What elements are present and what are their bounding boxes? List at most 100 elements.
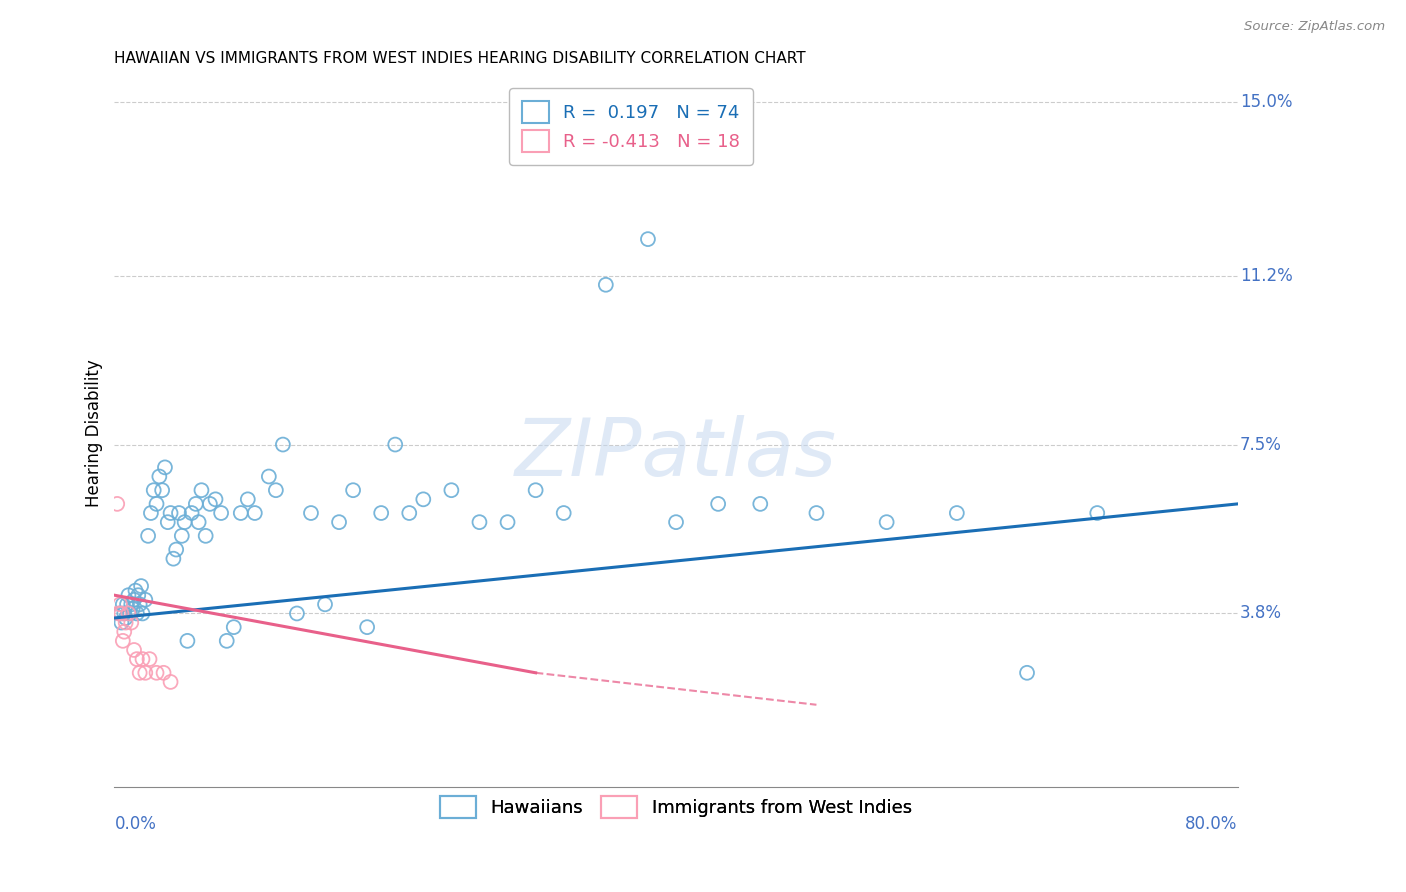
Point [142, 483, 165, 498]
Point [285, 607, 308, 621]
Point [108, 607, 131, 621]
Point [1015, 665, 1038, 680]
Point [1085, 506, 1108, 520]
Point [257, 469, 280, 483]
Point [194, 529, 217, 543]
Point [118, 607, 141, 621]
Point [128, 597, 150, 611]
Point [243, 506, 266, 520]
Point [111, 597, 134, 611]
Point [112, 624, 135, 639]
Point [110, 607, 132, 621]
Point [127, 588, 149, 602]
Point [122, 592, 145, 607]
Text: 7.5%: 7.5% [1240, 435, 1282, 453]
Text: 15.0%: 15.0% [1240, 93, 1292, 112]
Point [122, 643, 145, 657]
Point [162, 551, 184, 566]
Point [204, 492, 226, 507]
Point [187, 515, 209, 529]
Point [108, 597, 131, 611]
Text: 80.0%: 80.0% [1185, 815, 1237, 833]
Point [117, 607, 139, 621]
Point [806, 506, 828, 520]
Point [131, 607, 153, 621]
Point [595, 277, 617, 292]
Point [124, 583, 146, 598]
Point [139, 506, 162, 520]
Point [184, 497, 207, 511]
Point [131, 652, 153, 666]
Point [236, 492, 259, 507]
Point [553, 506, 575, 520]
Point [115, 597, 138, 611]
Text: HAWAIIAN VS IMMIGRANTS FROM WEST INDIES HEARING DISABILITY CORRELATION CHART: HAWAIIAN VS IMMIGRANTS FROM WEST INDIES … [114, 51, 806, 66]
Point [524, 483, 547, 498]
Point [264, 483, 287, 498]
Text: 3.8%: 3.8% [1240, 605, 1282, 623]
Point [398, 506, 420, 520]
Point [468, 515, 491, 529]
Point [180, 506, 202, 520]
Point [153, 460, 176, 475]
Point [637, 232, 659, 246]
Point [229, 506, 252, 520]
Point [138, 652, 160, 666]
Point [190, 483, 212, 498]
Point [215, 633, 238, 648]
Point [271, 437, 294, 451]
Point [412, 492, 434, 507]
Point [876, 515, 898, 529]
Point [105, 497, 128, 511]
Point [112, 607, 135, 621]
Text: Source: ZipAtlas.com: Source: ZipAtlas.com [1244, 20, 1385, 33]
Point [314, 597, 336, 611]
Point [167, 506, 190, 520]
Point [496, 515, 519, 529]
Point [120, 597, 142, 611]
Point [134, 665, 156, 680]
Point [121, 602, 143, 616]
Point [356, 620, 378, 634]
Point [707, 497, 730, 511]
Point [120, 615, 142, 630]
Point [129, 579, 152, 593]
Text: 0.0%: 0.0% [114, 815, 156, 833]
Point [946, 506, 969, 520]
Point [125, 607, 148, 621]
Point [150, 483, 173, 498]
Point [665, 515, 688, 529]
Point [145, 665, 167, 680]
Point [114, 611, 136, 625]
Point [198, 497, 221, 511]
Point [170, 529, 193, 543]
Point [152, 665, 174, 680]
Point [125, 652, 148, 666]
Y-axis label: Hearing Disability: Hearing Disability [86, 359, 103, 507]
Point [145, 497, 167, 511]
Text: 11.2%: 11.2% [1240, 267, 1292, 285]
Point [384, 437, 406, 451]
Point [117, 588, 139, 602]
Point [128, 665, 150, 680]
Point [134, 592, 156, 607]
Point [173, 515, 195, 529]
Point [176, 633, 198, 648]
Point [299, 506, 322, 520]
Point [114, 615, 136, 630]
Legend: Hawaiians, Immigrants from West Indies: Hawaiians, Immigrants from West Indies [432, 788, 921, 828]
Point [328, 515, 350, 529]
Point [342, 483, 364, 498]
Point [370, 506, 392, 520]
Point [222, 620, 245, 634]
Point [440, 483, 463, 498]
Point [209, 506, 232, 520]
Point [110, 615, 132, 630]
Point [165, 542, 187, 557]
Point [159, 506, 181, 520]
Point [749, 497, 772, 511]
Point [111, 633, 134, 648]
Point [107, 607, 129, 621]
Point [148, 469, 170, 483]
Point [159, 674, 181, 689]
